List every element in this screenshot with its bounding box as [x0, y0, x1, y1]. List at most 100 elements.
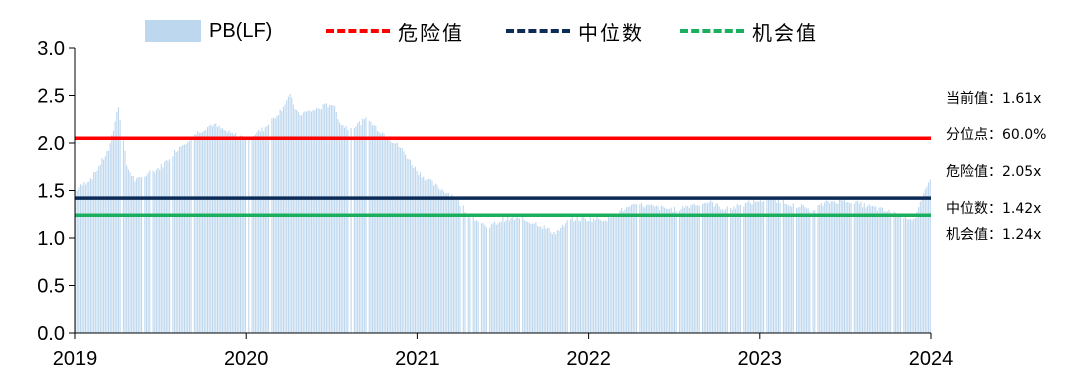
pb-bar: [685, 205, 687, 333]
pb-bar: [337, 119, 339, 333]
pb-bar: [312, 109, 314, 333]
pb-bar: [418, 175, 420, 333]
pb-bar: [220, 128, 222, 333]
pb-bar: [842, 200, 844, 333]
pb-bar: [570, 219, 572, 333]
pb-bar: [566, 220, 568, 333]
pb-bar: [329, 105, 331, 333]
pb-bar: [545, 228, 547, 333]
pb-bar: [627, 207, 629, 333]
pb-bar: [200, 132, 202, 333]
y-tick-label: 1.0: [37, 228, 65, 250]
pb-bar: [436, 184, 438, 333]
pb-bar: [713, 206, 715, 333]
legend-item-danger: 危险值: [326, 18, 464, 45]
pb-bar: [106, 151, 108, 333]
pb-bar: [532, 223, 534, 333]
pb-bar: [292, 104, 294, 333]
pb-bar: [924, 189, 926, 333]
pb-bar: [898, 216, 900, 333]
pb-bar: [528, 222, 530, 333]
pb-bar: [601, 221, 603, 333]
pb-bar: [718, 206, 720, 333]
pb-bar: [155, 169, 157, 333]
pb-bar: [537, 226, 539, 333]
pb-bar: [485, 227, 487, 333]
pb-bar: [409, 159, 412, 333]
x-tick-label: 2024: [909, 348, 954, 370]
legend-item-opportunity: 机会值: [680, 18, 818, 45]
pb-bar: [546, 228, 548, 333]
pb-bar: [424, 180, 426, 333]
x-tick-label: 2021: [395, 348, 440, 370]
legend-swatch-opportunity: [680, 29, 744, 33]
pb-bar: [837, 203, 839, 333]
pb-bar: [178, 146, 181, 333]
pb-bar: [885, 211, 887, 333]
pb-bar: [299, 114, 301, 333]
pb-bar: [304, 111, 306, 334]
pb-bar: [863, 202, 865, 333]
pb-bar: [858, 203, 860, 333]
pb-bar: [141, 177, 143, 333]
pb-bar: [834, 201, 836, 333]
pb-bar: [708, 202, 710, 333]
pb-bar: [913, 218, 915, 333]
pb-bar: [900, 216, 902, 333]
pb-bar: [182, 145, 184, 333]
pb-bar: [662, 206, 664, 333]
pb-bar: [266, 125, 268, 333]
legend-swatch-danger: [326, 29, 390, 33]
pb-bar: [829, 203, 831, 333]
pb-bar: [624, 209, 626, 333]
legend-label-opportunity: 机会值: [752, 20, 818, 45]
pb-bar: [226, 132, 228, 333]
pb-bar: [530, 223, 532, 333]
pb-bar: [325, 103, 327, 333]
pb-bar: [508, 220, 511, 333]
pb-bar: [99, 164, 101, 333]
pb-bar: [695, 205, 697, 333]
pb-bar: [358, 121, 360, 333]
stat-danger-label: 危险值：: [946, 164, 1002, 180]
pb-bar: [315, 107, 317, 333]
pb-bar: [754, 202, 756, 333]
pb-bar: [162, 167, 164, 333]
pb-bar: [122, 140, 124, 333]
pb-bar: [177, 150, 179, 333]
pb-bar: [456, 199, 458, 333]
pb-bar: [373, 125, 375, 333]
pb-bar: [614, 216, 616, 333]
pb-bar: [706, 203, 709, 333]
pb-bar: [603, 220, 605, 333]
pb-bar: [251, 137, 253, 333]
pb-bar: [692, 204, 694, 333]
y-tick-label: 3.0: [37, 38, 65, 60]
pb-bar: [159, 169, 161, 333]
pb-bar: [282, 106, 284, 333]
pb-bar: [749, 203, 751, 333]
stat-percentile: 分位点：60.0%: [946, 124, 1046, 144]
pb-bars: [75, 94, 931, 334]
pb-bar: [787, 205, 789, 333]
pb-bar: [208, 125, 210, 333]
pb-bar: [499, 222, 501, 333]
pb-bar: [108, 150, 110, 333]
pb-bar: [274, 118, 276, 334]
pb-bar: [429, 179, 431, 333]
pb-bar: [703, 203, 705, 333]
pb-bar: [406, 158, 408, 333]
pb-bar: [324, 103, 326, 334]
pb-bar: [441, 189, 443, 333]
pb-bar: [596, 216, 598, 333]
pb-bar: [197, 131, 199, 333]
pb-bar: [609, 217, 611, 333]
pb-bar: [203, 130, 205, 333]
pb-bar: [263, 131, 265, 333]
pb-bar: [867, 205, 869, 333]
pb-bar: [388, 139, 390, 333]
pb-bar: [736, 203, 738, 333]
pb-bar: [797, 207, 799, 333]
pb-bar: [556, 230, 558, 333]
pb-bar: [784, 203, 786, 333]
